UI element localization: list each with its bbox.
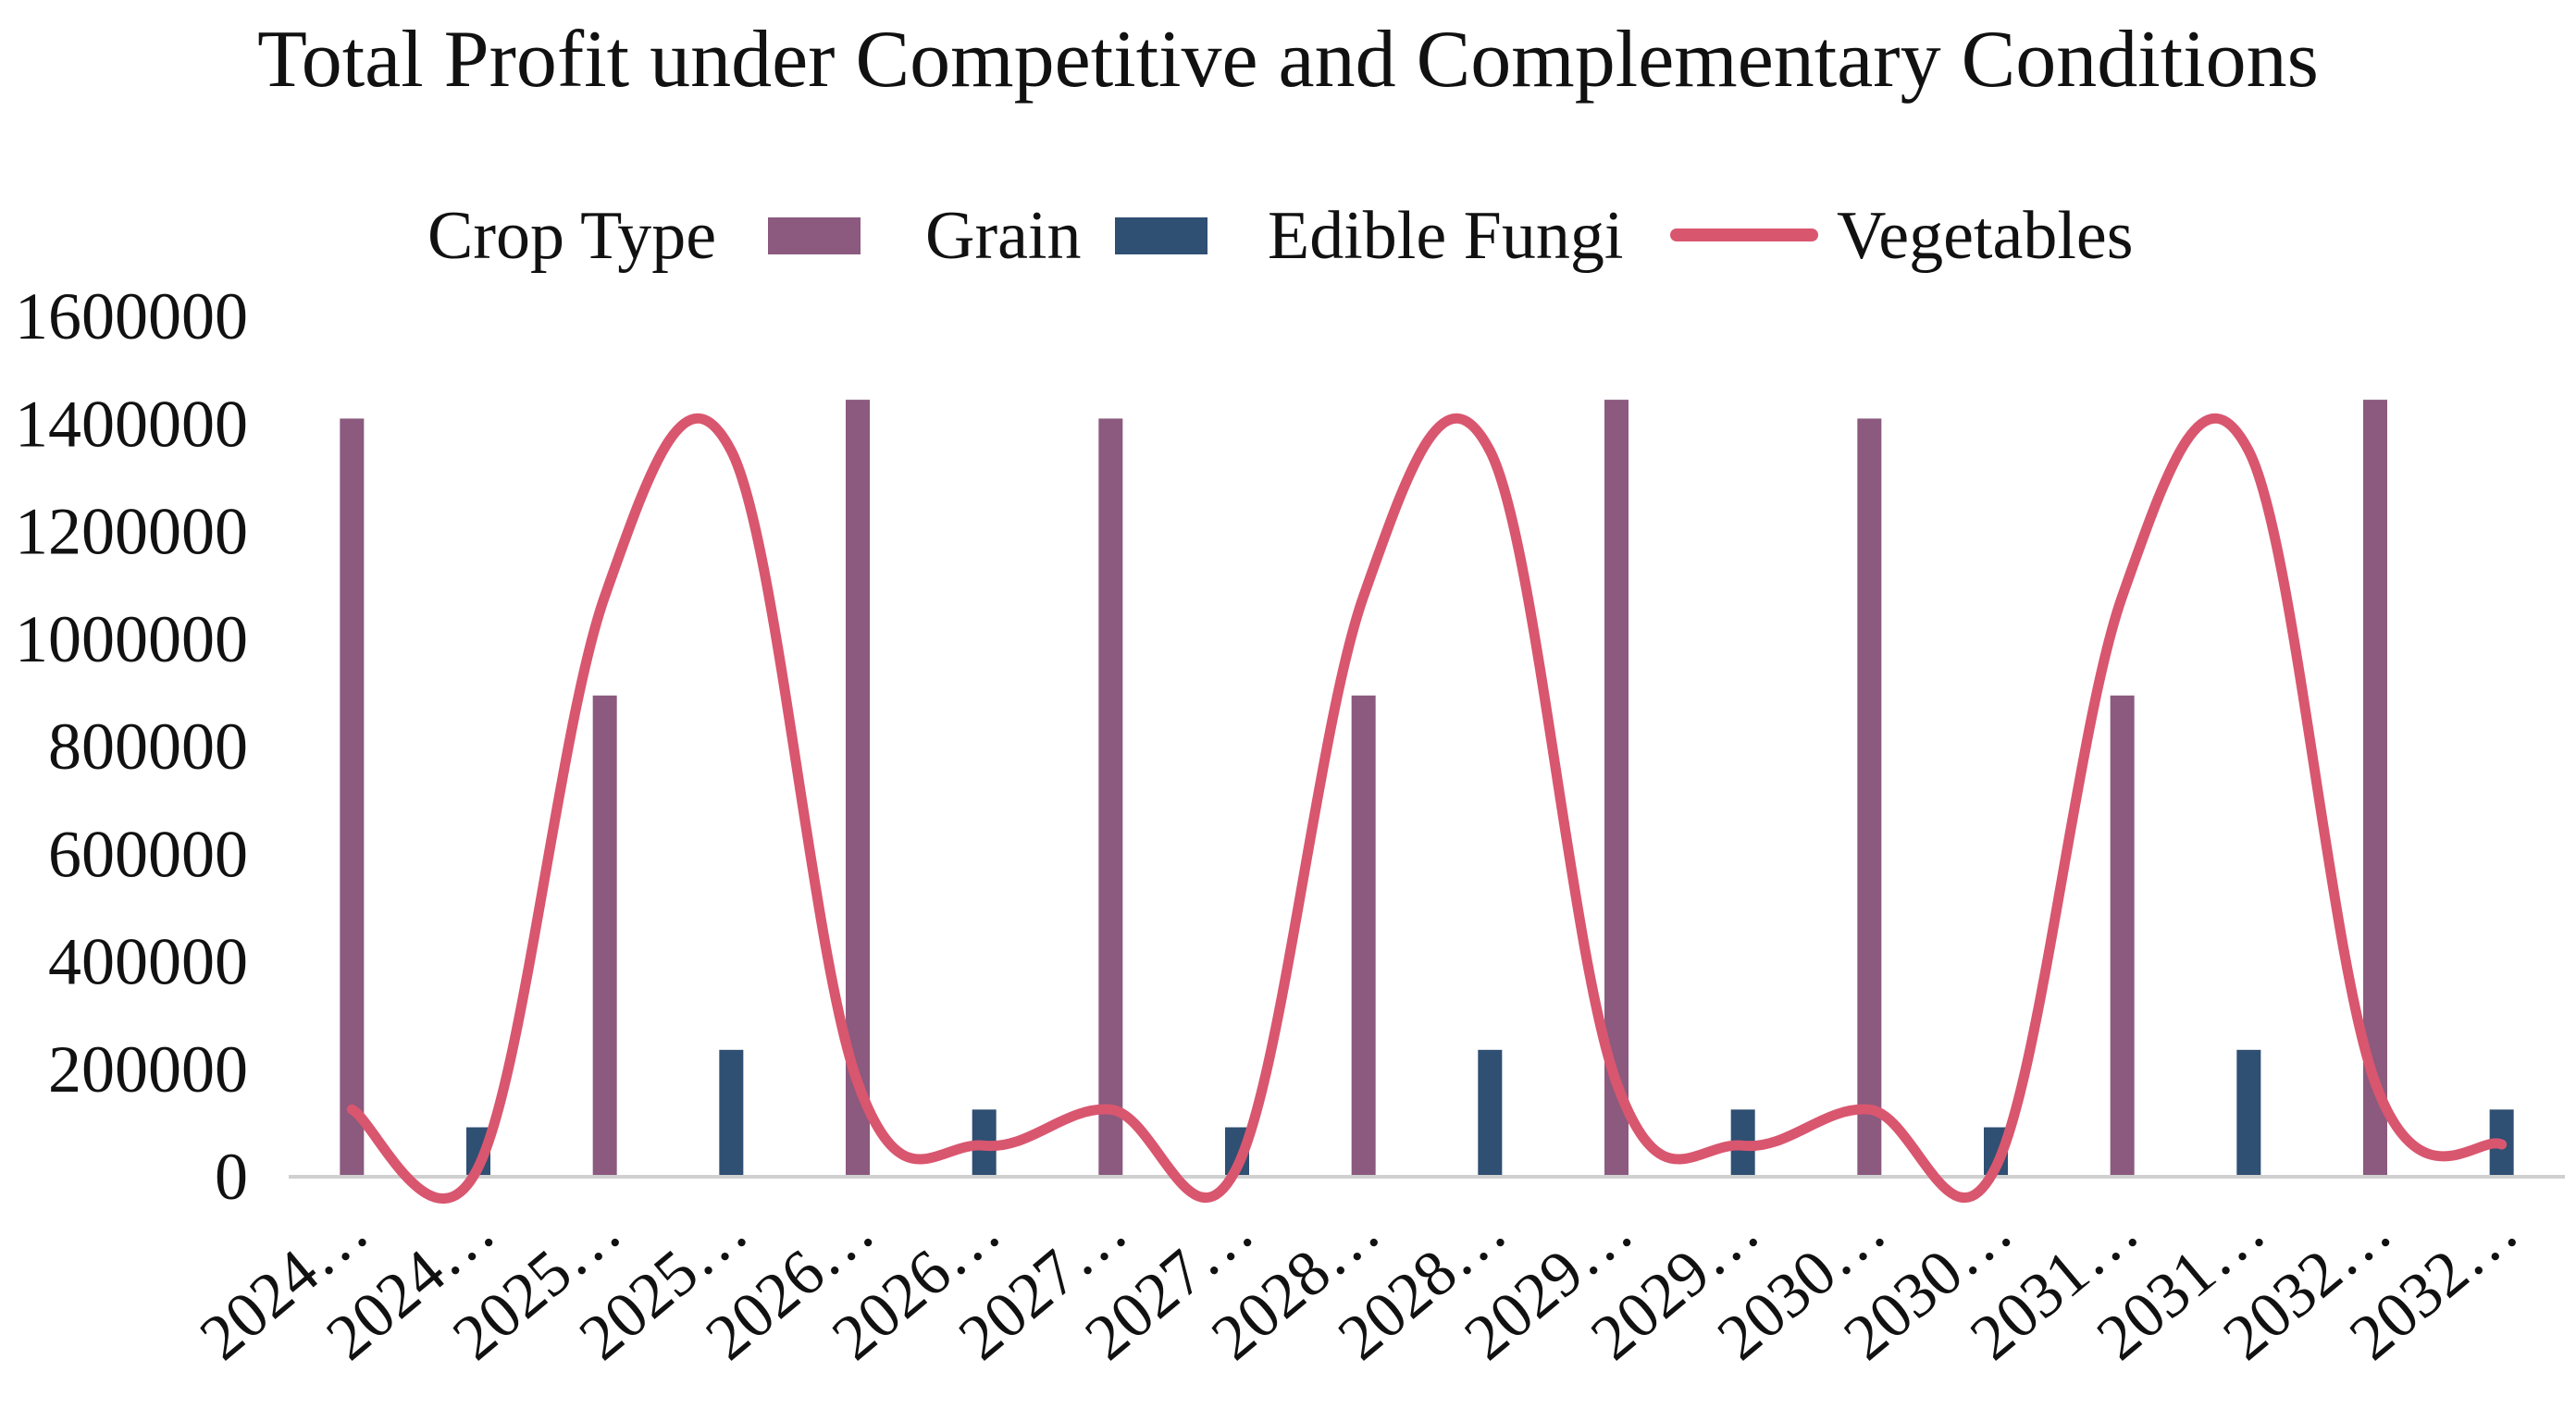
y-tick-label: 1600000 [15,279,248,353]
y-tick-label: 1400000 [15,387,248,461]
legend-label-grain: Grain [925,198,1082,274]
legend-swatch-vegetables [1670,229,1818,241]
y-tick-label: 600000 [48,817,248,891]
legend-label-edible-fungi: Edible Fungi [1268,198,1624,274]
legend: Crop Type Grain Edible Fungi Vegetables [0,190,2576,282]
bar-grain [1098,418,1123,1177]
bar-edible-fungi [719,1049,744,1177]
chart-title: Total Profit under Competitive and Compl… [257,15,2319,105]
y-tick-label: 200000 [48,1032,248,1106]
y-tick-label: 1200000 [15,495,248,569]
y-tick-label: 400000 [48,925,248,999]
legend-swatch-edible-fungi [1115,217,1208,254]
legend-swatch-grain [768,217,861,254]
line-vegetables [346,413,2508,1204]
y-tick-label: 800000 [48,710,248,784]
y-tick-label: 1000000 [15,602,248,676]
legend-label-vegetables: Vegetables [1837,198,2134,274]
bar-grain [1857,418,1882,1177]
bar-grain [340,418,365,1177]
bar-grain [2110,695,2135,1177]
y-tick-label: 0 [215,1140,248,1214]
bar-edible-fungi [1478,1049,1503,1177]
bar-edible-fungi [2236,1049,2261,1177]
legend-title: Crop Type [427,198,717,274]
bar-grain [592,695,617,1177]
bar-grain [1351,695,1376,1177]
